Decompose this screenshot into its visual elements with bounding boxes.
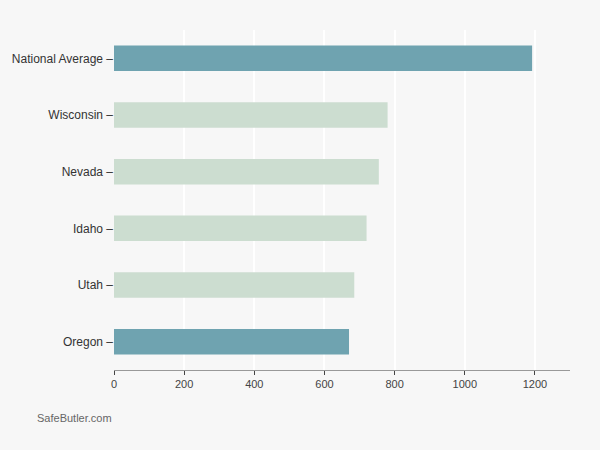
svg-text:200: 200 xyxy=(175,378,193,390)
svg-text:1200: 1200 xyxy=(523,378,547,390)
svg-text:Oregon –: Oregon – xyxy=(63,335,113,349)
svg-text:0: 0 xyxy=(111,378,117,390)
svg-text:Utah –: Utah – xyxy=(78,278,114,292)
svg-text:Idaho –: Idaho – xyxy=(73,222,113,236)
svg-text:400: 400 xyxy=(245,378,263,390)
svg-text:National Average –: National Average – xyxy=(12,52,114,66)
svg-text:Nevada –: Nevada – xyxy=(62,165,114,179)
svg-text:600: 600 xyxy=(315,378,333,390)
svg-text:SafeButler.com: SafeButler.com xyxy=(37,412,112,424)
svg-text:800: 800 xyxy=(385,378,403,390)
svg-text:1000: 1000 xyxy=(453,378,477,390)
svg-text:Wisconsin –: Wisconsin – xyxy=(48,108,113,122)
